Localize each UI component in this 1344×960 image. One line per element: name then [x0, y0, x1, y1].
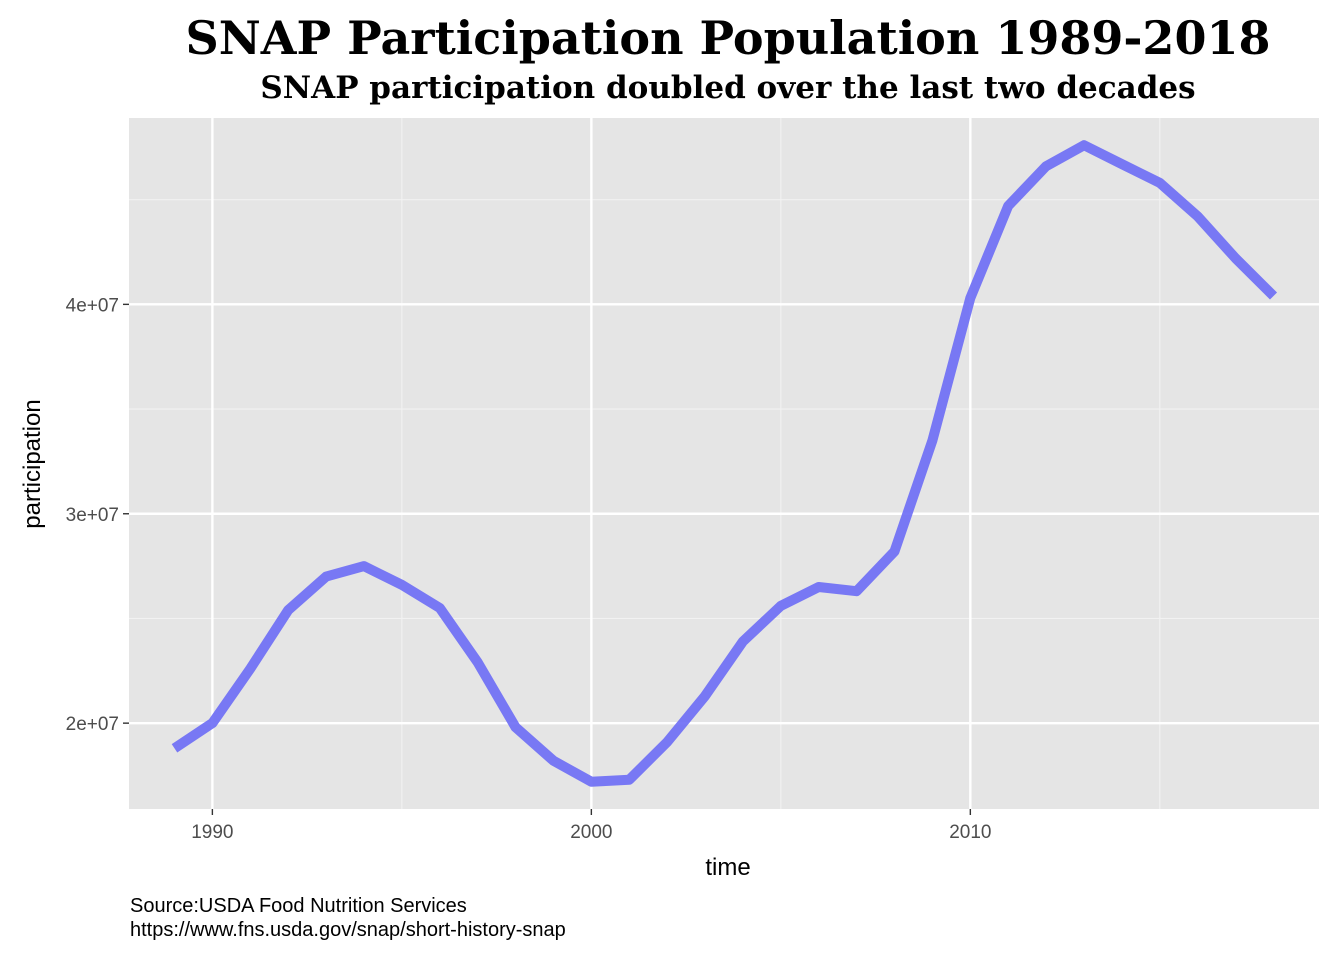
- y-tick-label: 4e+07: [66, 295, 119, 316]
- x-tick-label: 2000: [570, 822, 612, 843]
- y-axis: 2e+07 3e+07 4e+07: [66, 295, 129, 735]
- y-tick-label: 3e+07: [66, 505, 119, 526]
- plot-panel: [129, 118, 1319, 809]
- x-tick-label: 1990: [191, 822, 233, 843]
- minor-gridlines: [129, 118, 1319, 809]
- x-axis: 1990 2000 2010: [191, 809, 991, 843]
- x-tick-label: 2010: [949, 822, 991, 843]
- x-axis-title: time: [705, 854, 750, 881]
- chart-title: SNAP Participation Population 1989-2018: [186, 11, 1271, 65]
- participation-line: [171, 140, 1278, 787]
- major-gridlines: [129, 118, 1319, 809]
- y-tick-label: 2e+07: [66, 714, 119, 735]
- chart-subtitle: SNAP participation doubled over the last…: [260, 70, 1195, 106]
- series-layer: [171, 140, 1278, 787]
- caption-source: Source:USDA Food Nutrition Services: [130, 895, 467, 917]
- y-axis-title: participation: [19, 399, 46, 528]
- caption-url: https://www.fns.usda.gov/snap/short-hist…: [130, 919, 566, 941]
